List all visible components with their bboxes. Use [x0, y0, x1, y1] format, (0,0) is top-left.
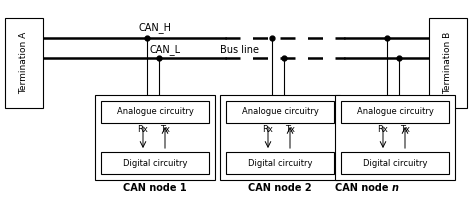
Text: Digital circuitry: Digital circuitry: [248, 158, 312, 168]
Text: Rx: Rx: [378, 124, 388, 134]
Bar: [101, 101, 209, 123]
Text: Analogue circuitry: Analogue circuitry: [242, 108, 319, 116]
Text: CAN node: CAN node: [335, 183, 392, 193]
Bar: [5, 18, 43, 108]
Text: Bus line: Bus line: [220, 45, 260, 55]
Bar: [101, 152, 209, 174]
Bar: [95, 95, 215, 180]
Text: Analogue circuitry: Analogue circuitry: [117, 108, 194, 116]
Text: CAN node 2: CAN node 2: [248, 183, 312, 193]
Text: CAN_L: CAN_L: [150, 44, 181, 55]
Bar: [220, 95, 340, 180]
Text: CAN_H: CAN_H: [138, 22, 171, 33]
Text: Digital circuitry: Digital circuitry: [363, 158, 427, 168]
Bar: [341, 101, 449, 123]
Text: Digital circuitry: Digital circuitry: [123, 158, 187, 168]
Text: Tx: Tx: [160, 124, 170, 134]
Text: Termination B: Termination B: [444, 32, 453, 94]
Bar: [226, 152, 334, 174]
Text: Tx: Tx: [285, 124, 295, 134]
Bar: [341, 152, 449, 174]
Text: Termination A: Termination A: [19, 32, 28, 94]
Bar: [335, 95, 455, 180]
Bar: [226, 101, 334, 123]
Text: Analogue circuitry: Analogue circuitry: [356, 108, 433, 116]
Text: Rx: Rx: [137, 124, 148, 134]
Text: CAN node 1: CAN node 1: [123, 183, 187, 193]
Bar: [429, 18, 467, 108]
Text: n: n: [392, 183, 399, 193]
Text: Tx: Tx: [400, 124, 410, 134]
Text: Rx: Rx: [262, 124, 273, 134]
